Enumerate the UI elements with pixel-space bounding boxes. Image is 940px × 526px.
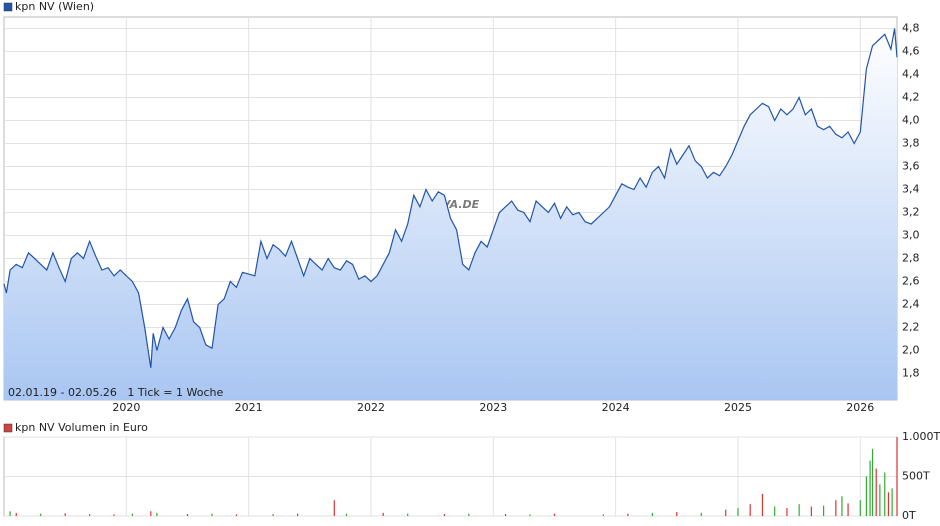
volume-bar [823, 505, 825, 516]
y-tick-label: 2,2 [902, 321, 920, 334]
volume-bar [131, 513, 134, 516]
y-tick-label: 3,8 [902, 137, 920, 150]
volume-bar [879, 484, 881, 516]
volume-bar [651, 512, 653, 516]
y-tick-label: 3,2 [902, 206, 920, 219]
x-tick-label: 2025 [724, 401, 752, 414]
volume-bar [865, 476, 868, 516]
volume-bar [700, 512, 702, 516]
volume-bar [798, 504, 800, 516]
y-tick-label: 2,4 [902, 298, 920, 311]
volume-bar [884, 472, 886, 516]
y-tick-label: 2,8 [902, 252, 920, 265]
volume-bar [333, 500, 335, 516]
volume-bar [468, 513, 470, 516]
volume-bar [64, 513, 66, 516]
volume-bar [810, 506, 812, 516]
x-tick-label: 2024 [602, 401, 630, 414]
y-tick-label: 1,8 [902, 367, 920, 380]
volume-bar [835, 500, 837, 516]
volume-bar [504, 514, 507, 516]
volume-bar [725, 509, 727, 516]
y-tick-label: 3,0 [902, 229, 920, 242]
volume-bar [737, 508, 739, 516]
y-tick-label: 4,8 [902, 22, 920, 35]
volume-bar [887, 492, 890, 516]
price-area [4, 28, 897, 400]
legend-label: kpn NV (Wien) [15, 0, 94, 13]
volume-bar [896, 437, 898, 516]
y-tick-label: 3,6 [902, 160, 920, 173]
y-tick-label: 1.000T [902, 430, 940, 443]
volume-bar [156, 512, 158, 516]
volume-bar [875, 468, 877, 516]
y-tick-label: 4,2 [902, 91, 920, 104]
legend-swatch [3, 2, 13, 12]
volume-bar [150, 511, 152, 516]
volume-bar [627, 513, 629, 516]
x-tick-label: 2021 [235, 401, 263, 414]
date-range-note: 02.01.19 - 02.05.26 1 Tick = 1 Woche [8, 386, 223, 399]
volume-bar [382, 512, 384, 516]
volume-bar [89, 514, 91, 516]
volume-bar [40, 513, 42, 516]
volume-bar [113, 514, 115, 516]
legend-label: kpn NV Volumen in Euro [15, 421, 148, 434]
volume-bar [235, 514, 238, 516]
x-tick-label: 2023 [479, 401, 507, 414]
y-tick-label: 2,6 [902, 275, 920, 288]
volume-bar [786, 508, 788, 516]
y-tick-label: 4,4 [902, 68, 920, 81]
volume-bar [602, 514, 605, 516]
volume-bar [345, 513, 348, 516]
y-tick-label: 4,6 [902, 45, 920, 58]
volume-bar [407, 513, 409, 516]
volume-bar [871, 448, 874, 516]
x-tick-label: 2022 [357, 401, 385, 414]
volume-bar [841, 496, 843, 516]
volume-bar [859, 500, 861, 516]
y-tick-label: 4,0 [902, 114, 920, 127]
volume-bar [869, 460, 871, 516]
y-tick-label: 3,4 [902, 183, 920, 196]
volume-bar [211, 513, 213, 516]
y-tick-label: 0T [902, 509, 916, 522]
volume-bar [761, 493, 764, 516]
volume-bar [296, 513, 299, 516]
volume-bar [186, 514, 189, 516]
price-line [3, 28, 898, 368]
volume-bar [443, 514, 445, 516]
volume-bar [529, 514, 531, 516]
volume-bar [15, 512, 17, 516]
volume-bar [891, 488, 893, 516]
volume-bar [272, 514, 274, 516]
y-tick-label: 2,0 [902, 344, 920, 357]
volume-bar [553, 513, 556, 516]
legend-swatch [3, 423, 13, 433]
x-tick-label: 2020 [112, 401, 140, 414]
volume-bar [847, 503, 849, 516]
x-tick-label: 2026 [846, 401, 874, 414]
volume-bar [774, 506, 776, 516]
y-tick-label: 500T [902, 470, 930, 483]
volume-bar [749, 504, 751, 516]
volume-bar [676, 512, 678, 516]
volume-bar [9, 511, 11, 516]
